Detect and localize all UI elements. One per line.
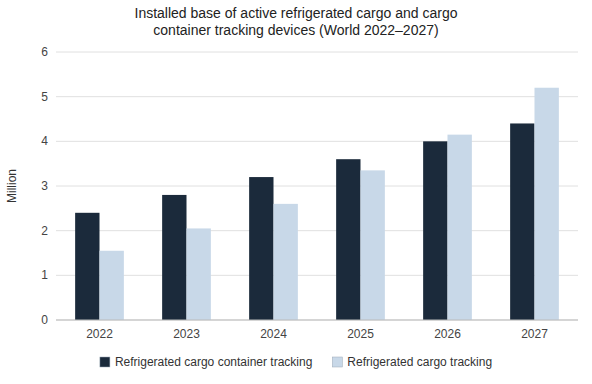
legend-swatch: [100, 357, 110, 367]
bar: [535, 88, 559, 320]
grid-line: [56, 320, 578, 321]
grid-line: [56, 141, 578, 142]
y-tick-label: 5: [41, 90, 48, 104]
bar: [100, 251, 124, 320]
x-tick-label: 2026: [434, 327, 461, 341]
bar: [274, 204, 298, 320]
bar: [162, 195, 186, 320]
bar: [336, 159, 360, 320]
bar: [75, 213, 99, 320]
y-tick-label: 1: [41, 268, 48, 282]
x-tick-label: 2027: [521, 327, 548, 341]
y-tick-label: 0: [41, 313, 48, 327]
bar: [423, 141, 447, 320]
legend: Refrigerated cargo container tracking Ref…: [100, 355, 492, 369]
grid-line: [56, 186, 578, 187]
bar: [361, 170, 385, 320]
x-tick-label: 2024: [260, 327, 287, 341]
grid-line: [56, 275, 578, 276]
legend-label: Refrigerated cargo container tracking: [115, 355, 312, 369]
x-tick-label: 2022: [86, 327, 113, 341]
legend-swatch: [332, 357, 342, 367]
x-tick-label: 2023: [173, 327, 200, 341]
x-tick-label: 2025: [347, 327, 374, 341]
title-line: container tracking devices (World 2022–2…: [153, 22, 438, 38]
y-tick-label: 6: [41, 45, 48, 59]
grid-line: [56, 96, 578, 97]
title-line: Installed base of active refrigerated ca…: [135, 5, 458, 21]
chart: Installed base of active refrigerated ca…: [0, 0, 592, 384]
legend-label: Refrigerated cargo tracking: [347, 355, 492, 369]
bar: [510, 123, 534, 320]
grid-line: [56, 52, 578, 53]
y-tick-label: 2: [41, 224, 48, 238]
y-tick-label: 4: [41, 134, 48, 148]
y-tick-label: 3: [41, 179, 48, 193]
bar: [249, 177, 273, 320]
bar: [187, 228, 211, 320]
grid-line: [56, 230, 578, 231]
y-axis-label: Million: [5, 169, 19, 203]
title: Installed base of active refrigerated ca…: [135, 5, 458, 38]
bar: [448, 135, 472, 320]
x-axis-line: [56, 320, 578, 321]
